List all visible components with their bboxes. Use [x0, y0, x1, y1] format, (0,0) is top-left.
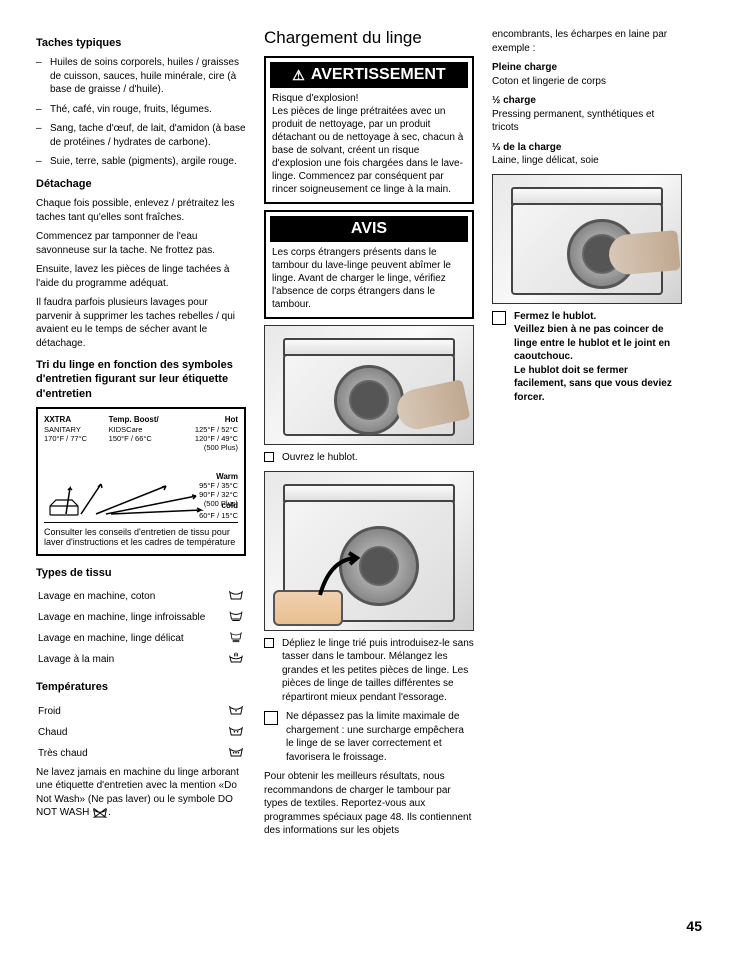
temp-val: 150°F / 66°C	[109, 434, 174, 443]
temp-val: 60°F / 15°C	[199, 511, 238, 520]
list-item: Suie, terre, sable (pigments), argile ro…	[36, 155, 246, 169]
close-warning-1: Veillez bien à ne pas coincer de linge e…	[514, 324, 670, 362]
table-cell: Chaud	[38, 724, 218, 743]
checkbox-icon	[264, 638, 274, 648]
detachage-heading: Détachage	[36, 177, 246, 191]
step-text: Dépliez le linge trié puis introduisez-l…	[282, 637, 474, 705]
open-door-illustration	[264, 325, 474, 445]
temp-label: cold	[199, 501, 238, 511]
paragraph: Chaque fois possible, enlevez / prétrait…	[36, 197, 246, 224]
temp-label: Hot	[173, 415, 238, 425]
paragraph: Ensuite, lavez les pièces de linge taché…	[36, 263, 246, 290]
fabric-types-table: Lavage en machine, coton Lavage en machi…	[36, 586, 246, 672]
warning-triangle-icon: ⚠	[292, 67, 305, 84]
table-cell: Lavage en machine, coton	[38, 588, 218, 607]
care-label-diagram: XXTRA SANITARY 170°F / 77°C Temp. Boost/…	[36, 407, 246, 556]
close-title: Fermez le hublot.	[514, 311, 596, 322]
warning-label: AVERTISSEMENT	[311, 66, 446, 84]
list-item: Thé, café, vin rouge, fruits, légumes.	[36, 103, 246, 117]
paragraph: Il faudra parfois plusieurs lavages pour…	[36, 296, 246, 350]
continuation-text: encombrants, les écharpes en laine par e…	[492, 28, 682, 55]
notice-body-text: Les corps étrangers présents dans le tam…	[270, 242, 468, 313]
temp-label: XXTRA	[44, 415, 109, 425]
step-text: Ouvrez le hublot.	[282, 451, 474, 465]
temperatures-heading: Températures	[36, 680, 246, 694]
no-wash-note: Ne lavez jamais en machine du linge arbo…	[36, 766, 246, 820]
wash-icon	[220, 588, 244, 607]
temp-label: Warm	[199, 472, 238, 482]
close-door-illustration	[492, 174, 682, 304]
temp-hot-icon	[220, 745, 244, 764]
stains-heading: Taches typiques	[36, 36, 246, 50]
warning-body-text: Les pièces de linge prétraitées avec un …	[272, 106, 463, 195]
close-warning-2: Le hublot doit se fermer facilement, san…	[514, 365, 672, 403]
hand-wash-icon	[220, 651, 244, 670]
arrow-icon	[315, 550, 365, 600]
warning-box: ⚠ AVERTISSEMENT Risque d'explosion! Les …	[264, 56, 474, 204]
half-load: ½ chargePressing permanent, synthétiques…	[492, 94, 682, 135]
step-open-door: Ouvrez le hublot.	[264, 451, 474, 465]
warning-header: ⚠ AVERTISSEMENT	[270, 62, 468, 88]
warning-body-title: Risque d'explosion!	[272, 93, 358, 104]
temp-val: 170°F / 77°C	[44, 434, 109, 443]
load-laundry-illustration	[264, 471, 474, 631]
paragraph: Commencez par tamponner de l'eau savonne…	[36, 230, 246, 257]
temp-cold-icon	[220, 703, 244, 722]
temp-label: Temp. Boost/	[109, 415, 174, 425]
step-close-door: Fermez le hublot. Veillez bien à ne pas …	[492, 310, 682, 405]
notice-header: AVIS	[270, 216, 468, 242]
table-cell: Lavage en machine, linge infroissable	[38, 609, 218, 628]
third-load: ⅓ de la chargeLaine, linge délicat, soie	[492, 141, 682, 168]
table-cell: Lavage en machine, linge délicat	[38, 630, 218, 649]
checkbox-icon	[264, 711, 278, 725]
temp-val: 125°F / 52°C 120°F / 49°C (500 Plus)	[173, 425, 238, 452]
notice-box: AVIS Les corps étrangers présents dans l…	[264, 210, 474, 319]
list-item: Huiles de soins corporels, huiles / grai…	[36, 56, 246, 97]
checkbox-icon	[492, 311, 506, 325]
do-not-wash-icon	[92, 807, 108, 819]
step-load: Dépliez le linge trié puis introduisez-l…	[264, 637, 474, 705]
full-load: Pleine chargeCoton et lingerie de corps	[492, 61, 682, 88]
loading-heading: Chargement du linge	[264, 28, 474, 48]
table-cell: Froid	[38, 703, 218, 722]
care-box-footer: Consulter les conseils d'entretien de ti…	[44, 522, 238, 549]
page-number: 45	[686, 918, 702, 934]
fabric-types-heading: Types de tissu	[36, 566, 246, 580]
wash-icon	[220, 630, 244, 649]
wash-icon	[220, 609, 244, 628]
sorting-heading: Tri du linge en fonction des symboles d'…	[36, 358, 246, 401]
temp-warm-icon	[220, 724, 244, 743]
step-limit: Ne dépassez pas la limite maximale de ch…	[264, 710, 474, 764]
results-note: Pour obtenir les meilleurs résultats, no…	[264, 770, 474, 838]
checkbox-icon	[264, 452, 274, 462]
table-cell: Très chaud	[38, 745, 218, 764]
step-text: Ne dépassez pas la limite maximale de ch…	[286, 710, 474, 764]
table-cell: Lavage à la main	[38, 651, 218, 670]
care-arrows-graphic: Warm 95°F / 35°C 90°F / 32°C (500 Plus) …	[44, 470, 238, 518]
temp-sub: SANITARY	[44, 425, 109, 434]
temperatures-table: Froid Chaud Très chaud	[36, 701, 246, 766]
stains-list: Huiles de soins corporels, huiles / grai…	[36, 56, 246, 169]
temp-sub: KIDSCare	[109, 425, 174, 434]
list-item: Sang, tache d'œuf, de lait, d'amidon (à …	[36, 122, 246, 149]
